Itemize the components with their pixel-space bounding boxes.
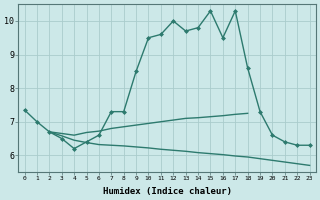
X-axis label: Humidex (Indice chaleur): Humidex (Indice chaleur) — [103, 187, 232, 196]
